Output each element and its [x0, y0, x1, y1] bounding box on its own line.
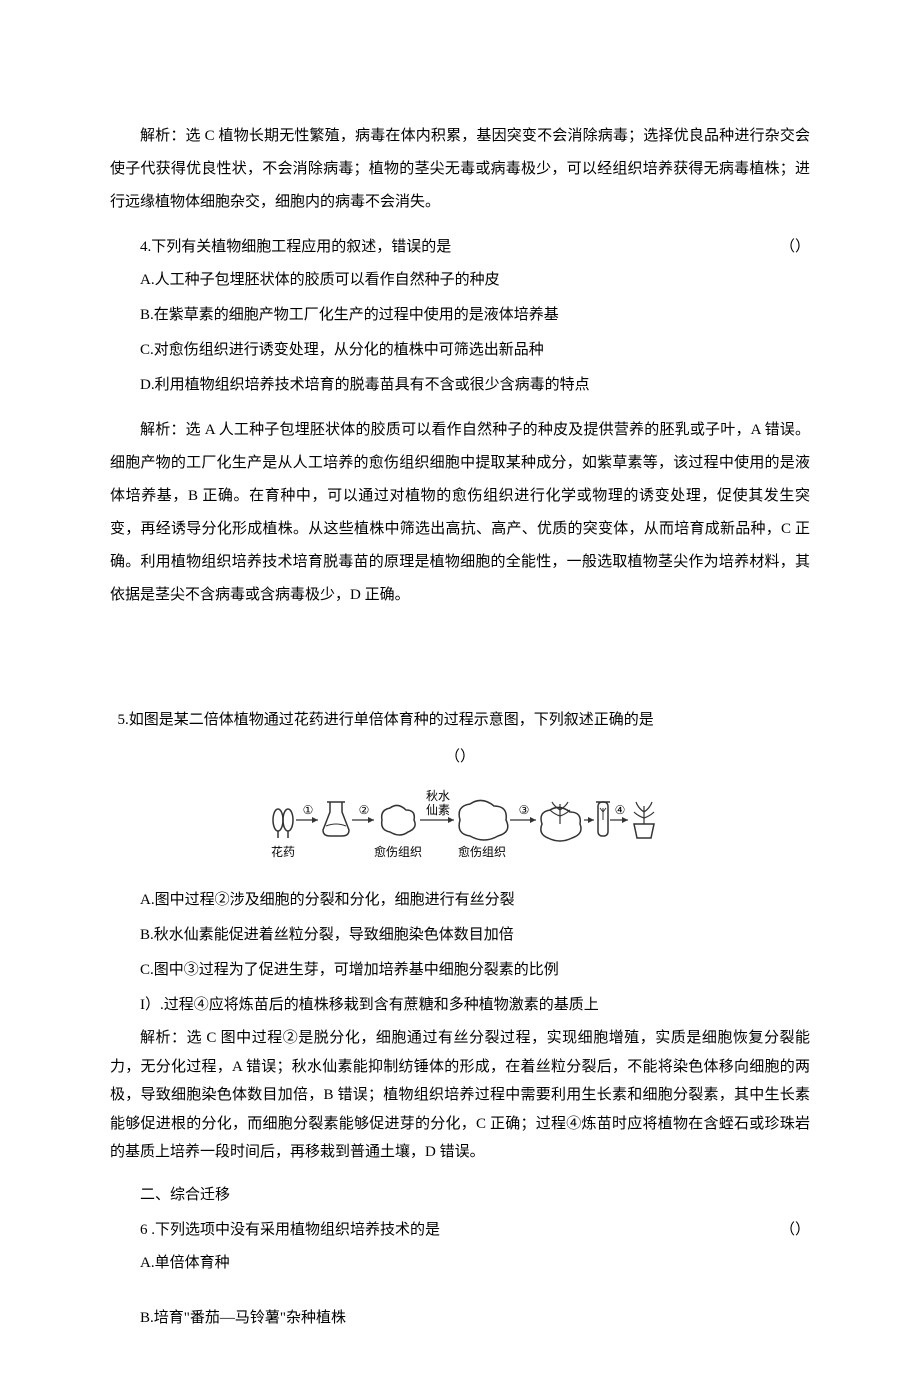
section2-title: 二、综合迁移	[110, 1179, 810, 1212]
anther-icon	[273, 809, 293, 838]
q5-stem: 5.如图是某二倍体植物通过花药进行单倍体育种的过程示意图，下列叙述正确的是	[110, 704, 810, 737]
q5-analysis: 解析：选 C 图中过程②是脱分化，细胞通过有丝分裂过程，实现细胞增殖，实质是细胞…	[110, 1024, 810, 1167]
flask-icon	[323, 802, 349, 836]
label-callus1: 愈伤组织	[374, 844, 422, 859]
q4-option-b: B.在紫草素的细胞产物工厂化生产的过程中使用的是液体培养基	[110, 299, 810, 332]
q4-number: 4.	[140, 239, 151, 255]
q6-option-b: B.培育"番茄—马铃薯"杂种植株	[110, 1302, 810, 1335]
label-callus2: 愈伤组织	[458, 844, 506, 859]
q5-paren: （）	[110, 741, 810, 774]
q4-stem-row: 4.下列有关植物细胞工程应用的叙述，错误的是 （）	[110, 231, 810, 264]
q4-paren: （）	[710, 231, 810, 264]
q4-option-d: D.利用植物组织培养技术培育的脱毒苗具有不含或很少含病毒的特点	[110, 369, 810, 402]
label-colchicine-1: 秋水	[426, 789, 450, 803]
q5-diagram: 花药 ① ② 愈伤组织 秋水 仙素	[110, 780, 810, 870]
q5-diagram-svg: 花药 ① ② 愈伤组织 秋水 仙素	[260, 780, 660, 870]
q6-number: 6 .	[140, 1222, 155, 1238]
q6-stem: 6 .下列选项中没有采用植物组织培养技术的是	[110, 1214, 710, 1247]
q4-option-c: C.对愈伤组织进行诱变处理，从分化的植株中可筛选出新品种	[110, 334, 810, 367]
q3-analysis: 解析：选 C 植物长期无性繁殖，病毒在体内积累，基因突变不会消除病毒；选择优良品…	[110, 120, 810, 219]
label-step1: ①	[303, 803, 314, 817]
label-colchicine-2: 仙素	[426, 803, 450, 817]
q4-stem-text: 下列有关植物细胞工程应用的叙述，错误的是	[151, 239, 451, 255]
callus1-icon	[382, 805, 415, 835]
q6-option-a: A.单倍体育种	[110, 1247, 810, 1280]
q4-option-a: A.人工种子包埋胚状体的胶质可以看作自然种子的种皮	[110, 264, 810, 297]
label-step3: ③	[519, 803, 530, 817]
q5-option-i: I）.过程④应将炼苗后的植株移栽到含有蔗糖和多种植物激素的基质上	[110, 989, 810, 1022]
tube-icon	[596, 802, 610, 836]
label-step2: ②	[359, 803, 370, 817]
label-flower: 花药	[271, 844, 295, 859]
pot-plant-icon	[634, 802, 654, 838]
label-step4: ④	[615, 803, 626, 817]
callus2-icon	[459, 800, 508, 840]
q6-stem-text: 下列选项中没有采用植物组织培养技术的是	[155, 1222, 440, 1238]
q5-option-b: B.秋水仙素能促进着丝粒分裂，导致细胞染色体数目加倍	[110, 919, 810, 952]
q4-stem: 4.下列有关植物细胞工程应用的叙述，错误的是	[110, 231, 710, 264]
q5-option-a: A.图中过程②涉及细胞的分裂和分化，细胞进行有丝分裂	[110, 884, 810, 917]
plantlet-icon	[541, 802, 581, 841]
q5-option-c: C.图中③过程为了促进生芽，可增加培养基中细胞分裂素的比例	[110, 954, 810, 987]
q6-paren: （）	[710, 1214, 810, 1247]
q6-stem-row: 6 .下列选项中没有采用植物组织培养技术的是 （）	[110, 1214, 810, 1247]
q4-analysis: 解析：选 A 人工种子包埋胚状体的胶质可以看作自然种子的种皮及提供营养的胚乳或子…	[110, 414, 810, 612]
